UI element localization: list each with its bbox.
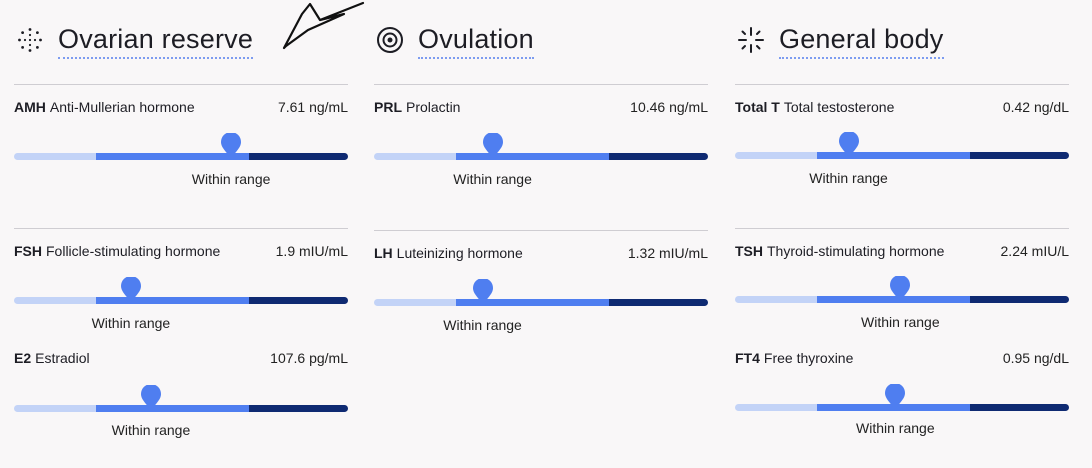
level-marker-icon	[838, 132, 859, 158]
biomarker-card-prl[interactable]: PRL Prolactin 10.46 ng/mL Within range	[374, 84, 708, 231]
column-ovarian-reserve: Ovarian reserve AMH Anti-Mullerian hormon…	[14, 0, 348, 468]
range-status: Within range	[856, 420, 935, 436]
biomarker-card-e2[interactable]: E2 Estradiol 107.6 pg/mL Within range	[14, 336, 348, 446]
biomarker-card-tsh[interactable]: TSH Thyroid-stimulating hormone 2.24 mIU/…	[735, 228, 1069, 339]
biomarker-name: AMH Anti-Mullerian hormone	[14, 99, 195, 115]
biomarker-row: TSH Thyroid-stimulating hormone 2.24 mIU/…	[735, 243, 1069, 259]
biomarker-name: E2 Estradiol	[14, 350, 90, 366]
biomarker-value: 10.46 ng/mL	[630, 99, 708, 115]
biomarker-row: PRL Prolactin 10.46 ng/mL	[374, 99, 708, 115]
level-marker-icon	[890, 276, 911, 302]
biomarker-name: LH Luteinizing hormone	[374, 245, 523, 261]
column-ovulation: Ovulation PRL Prolactin 10.46 ng/mL Withi…	[374, 0, 708, 468]
range-status: Within range	[809, 170, 888, 186]
section-header: Ovulation	[374, 20, 534, 60]
biomarker-card-total-t[interactable]: Total T Total testosterone 0.42 ng/dL Wit…	[735, 84, 1069, 229]
dotted-circle-icon	[14, 24, 46, 56]
biomarker-row: LH Luteinizing hormone 1.32 mIU/mL	[374, 245, 708, 261]
biomarker-value: 2.24 mIU/L	[1000, 243, 1069, 259]
biomarker-name: FSH Follicle-stimulating hormone	[14, 243, 221, 259]
biomarker-value: 7.61 ng/mL	[277, 99, 348, 115]
level-marker-icon	[120, 277, 141, 303]
range-bar	[374, 299, 708, 306]
section-header: General body	[735, 20, 944, 60]
section-title[interactable]: Ovulation	[418, 22, 534, 59]
biomarker-card-lh[interactable]: LH Luteinizing hormone 1.32 mIU/mL Within…	[374, 230, 708, 351]
biomarker-card-ft4[interactable]: FT4 Free thyroxine 0.95 ng/dL Within rang…	[735, 336, 1069, 446]
level-marker-icon	[140, 385, 161, 411]
range-status: Within range	[453, 171, 532, 187]
range-bar	[735, 152, 1069, 159]
range-bar	[374, 153, 708, 160]
column-general-body: General body Total T Total testosterone 0…	[735, 0, 1069, 468]
biomarker-name: FT4 Free thyroxine	[735, 350, 854, 366]
range-status: Within range	[191, 171, 271, 187]
biomarker-value: 1.9 mIU/mL	[275, 243, 348, 259]
range-status: Within range	[91, 315, 171, 331]
biomarker-row: FT4 Free thyroxine 0.95 ng/dL	[735, 350, 1069, 366]
biomarker-card-amh[interactable]: AMH Anti-Mullerian hormone 7.61 ng/mL Wit…	[14, 84, 348, 215]
biomarker-name: PRL Prolactin	[374, 99, 461, 115]
range-bar	[14, 297, 348, 304]
pen-annotation-icon	[282, 1, 365, 50]
biomarker-value: 1.32 mIU/mL	[627, 245, 708, 261]
level-marker-icon	[482, 133, 503, 159]
biomarker-value: 107.6 pg/mL	[270, 350, 348, 366]
section-header: Ovarian reserve	[14, 20, 254, 60]
level-marker-icon	[885, 384, 906, 410]
biomarker-name: TSH Thyroid-stimulating hormone	[735, 243, 945, 259]
range-status: Within range	[443, 317, 522, 333]
range-bar	[14, 405, 348, 412]
section-title[interactable]: Ovarian reserve	[58, 22, 254, 59]
range-status: Within range	[111, 422, 191, 438]
biomarker-card-fsh[interactable]: FSH Follicle-stimulating hormone 1.9 mIU/…	[14, 228, 348, 339]
level-marker-icon	[472, 279, 493, 305]
biomarker-row: FSH Follicle-stimulating hormone 1.9 mIU/…	[14, 243, 348, 259]
biomarker-name: Total T Total testosterone	[735, 99, 895, 115]
range-status: Within range	[861, 314, 940, 330]
biomarker-value: 0.42 ng/dL	[1002, 99, 1069, 115]
biomarker-row: Total T Total testosterone 0.42 ng/dL	[735, 99, 1069, 115]
sparkle-cross-icon	[735, 24, 767, 56]
range-bar	[735, 296, 1069, 303]
section-title[interactable]: General body	[779, 22, 944, 59]
biomarker-value: 0.95 ng/dL	[1002, 350, 1069, 366]
range-bar	[735, 404, 1069, 411]
range-bar	[14, 153, 348, 160]
level-marker-icon	[221, 133, 242, 159]
biomarker-row: AMH Anti-Mullerian hormone 7.61 ng/mL	[14, 99, 348, 115]
target-circle-icon	[374, 24, 406, 56]
biomarker-row: E2 Estradiol 107.6 pg/mL	[14, 350, 348, 366]
